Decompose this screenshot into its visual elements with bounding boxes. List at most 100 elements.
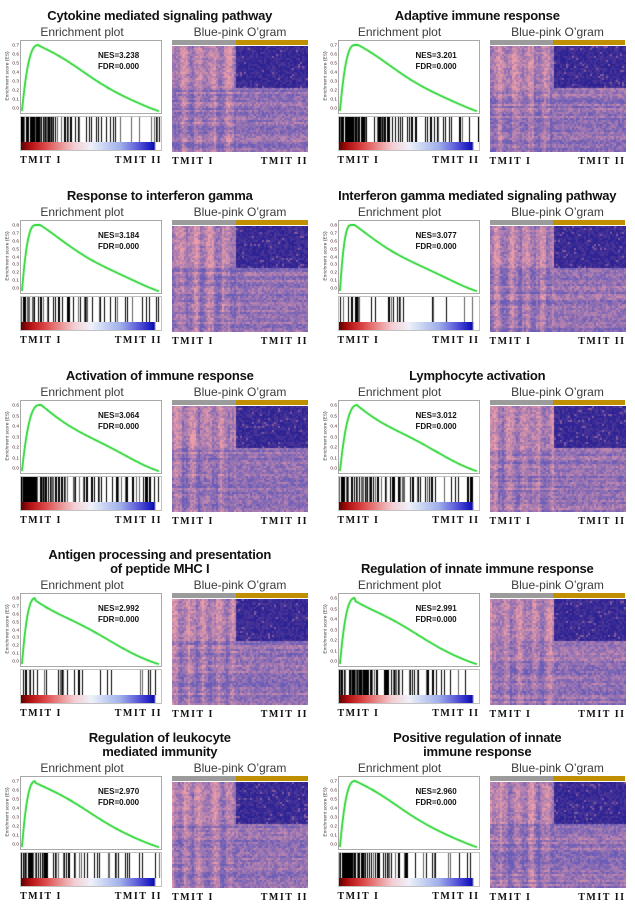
enrichment-curve [338,594,479,666]
enrichment-plot-header: Enrichment plot [40,760,124,775]
heatmap-column: TMIT I TMIT II [489,40,626,167]
rank-panel [20,669,162,704]
phenotype-bar-group2 [235,400,308,405]
gsea-panel: Regulation of leukocyte mediated immunit… [0,723,318,905]
blue-pink-ogram-heatmap [172,782,308,888]
group-labels: TMIT I TMIT II [338,151,480,166]
group1-label: TMIT I [337,708,380,719]
y-tick-label: 0.0 [329,842,337,847]
blue-pink-ogram-header: Blue-pink O’gram [511,204,604,219]
blue-pink-ogram-header: Blue-pink O’gram [193,577,287,592]
es-y-axis: Enrichment score (ES) 0.7 0.6 0.5 0.4 0.3 0.2… [320,40,338,114]
y-tick-label: 0.5 [329,247,337,252]
gsea-panel: Lymphocyte activation Enrichment plot Bl… [318,360,635,540]
panel-title-line1: Cytokine mediated signaling pathway [47,8,273,23]
y-tick-label: 0.6 [12,52,19,57]
y-tick-label: 0.4 [329,255,337,260]
ranked-list-gradient [338,878,479,886]
es-y-axis: Enrichment score (ES) 0.6 0.5 0.4 0.3 0.2 0.1… [320,593,338,667]
panel-title: Response to interferon gamma [2,183,318,203]
phenotype-bar-group2 [553,593,626,598]
group2-label: TMIT II [578,336,626,347]
enrichment-plot-box: NES=2.991 FDR=0.000 [337,593,480,667]
ranked-list-gradient [338,695,479,703]
enrichment-plot-box: NES=3.238 FDR=0.000 [20,40,162,114]
gsea-panel: Antigen processing and presentation of p… [0,540,318,723]
y-tick-label: 0.5 [329,607,337,612]
fdr-value: FDR=0.000 [98,242,140,252]
panel-content: Enrichment score (ES) 0.6 0.5 0.4 0.3 0.2 0.1… [320,400,635,527]
rank-panel [20,296,162,331]
y-tick-label: 0.6 [329,403,337,408]
group1-label: TMIT I [20,515,62,526]
panel-title-line1: Positive regulation of innate [393,730,562,745]
phenotype-bar-group1 [489,220,554,225]
group1-label: TMIT I [20,335,62,346]
y-tick-label: 0.1 [12,833,19,838]
subplot-headers: Enrichment plot Blue-pink O’gram [320,576,635,593]
panel-title: Regulation of leukocyte mediated immunit… [2,726,318,759]
fdr-value: FDR=0.000 [98,422,140,432]
y-tick-label: 0.2 [12,445,19,450]
y-tick-label: 0.3 [329,628,337,633]
y-tick-label: 0.3 [329,435,337,440]
rank-panel [20,852,162,887]
blue-pink-ogram-heatmap [172,226,308,332]
y-tick-label: 0.4 [329,617,337,622]
es-y-axis: Enrichment score (ES) 0.8 0.7 0.6 0.5 0.4 0.3… [2,220,20,294]
panel-content: Enrichment score (ES) 0.7 0.6 0.5 0.4 0.3 0.2… [2,40,318,167]
group1-label: TMIT I [172,156,214,167]
enrichment-plot-header: Enrichment plot [40,204,124,219]
gsea-stats: NES=3.064 FDR=0.000 [98,410,139,432]
group1-label: TMIT I [337,155,380,166]
phenotype-bar-group2 [553,220,626,225]
phenotype-bar-group2 [235,220,308,225]
group1-label: TMIT I [489,892,532,903]
enrichment-plot-column: Enrichment score (ES) 0.8 0.7 0.6 0.5 0.4 0.3… [2,593,162,720]
rank-panel [337,296,480,331]
rank-panel [337,476,480,511]
blue-pink-ogram-header: Blue-pink O’gram [511,760,604,775]
nes-value: NES=3.077 [415,231,457,241]
fdr-value: FDR=0.000 [415,615,457,625]
heatmap-column: TMIT I TMIT II [172,400,308,527]
enrichment-plot-box: NES=3.201 FDR=0.000 [337,40,480,114]
y-tick-label: 0.3 [12,79,19,84]
phenotype-bar-group1 [172,593,236,598]
y-tick-label: 0.2 [329,88,337,93]
blue-pink-ogram-header: Blue-pink O’gram [511,24,604,39]
group1-label: TMIT I [172,516,214,527]
blue-pink-ogram-heatmap [489,599,626,705]
group-labels: TMIT I TMIT II [490,152,626,167]
y-tick-label: 0.2 [329,445,337,450]
group2-label: TMIT II [432,155,480,166]
group-labels: TMIT I TMIT II [20,511,162,526]
enrichment-curve [21,221,161,293]
panel-title-line1: Antigen processing and presentation [48,547,272,562]
rank-panel [20,476,162,511]
y-tick-label: 0.1 [329,278,337,283]
enrichment-plot-header: Enrichment plot [357,24,442,39]
heatmap-column: TMIT I TMIT II [489,400,626,527]
y-tick-label: 0.1 [12,97,19,102]
nes-value: NES=3.184 [98,231,140,241]
phenotype-class-bars [489,593,626,598]
enrichment-curve [338,401,479,473]
blue-pink-ogram-heatmap [172,406,308,512]
subplot-headers: Enrichment plot Blue-pink O’gram [320,203,635,220]
y-tick-label: 0.2 [329,638,337,643]
enrichment-plot-box: NES=3.012 FDR=0.000 [337,400,480,474]
group-labels: TMIT I TMIT II [338,704,480,719]
gsea-stats: NES=2.970 FDR=0.000 [98,786,139,808]
fdr-value: FDR=0.000 [415,242,457,252]
gene-hit-barcode [21,853,161,878]
enrichment-plot-column: Enrichment score (ES) 0.6 0.5 0.4 0.3 0.2 0.1… [2,400,162,527]
panel-title: Lymphocyte activation [320,363,635,383]
gsea-stats: NES=2.991 FDR=0.000 [416,603,457,625]
gene-hit-barcode [21,297,161,322]
nes-value: NES=2.960 [415,787,457,797]
phenotype-bar-group1 [172,220,236,225]
group-labels: TMIT I TMIT II [20,151,162,166]
panel-title-line2: of peptide MHC I [110,561,210,576]
enrichment-plot-column: Enrichment score (ES) 0.6 0.5 0.4 0.3 0.2 0.1… [320,593,480,720]
